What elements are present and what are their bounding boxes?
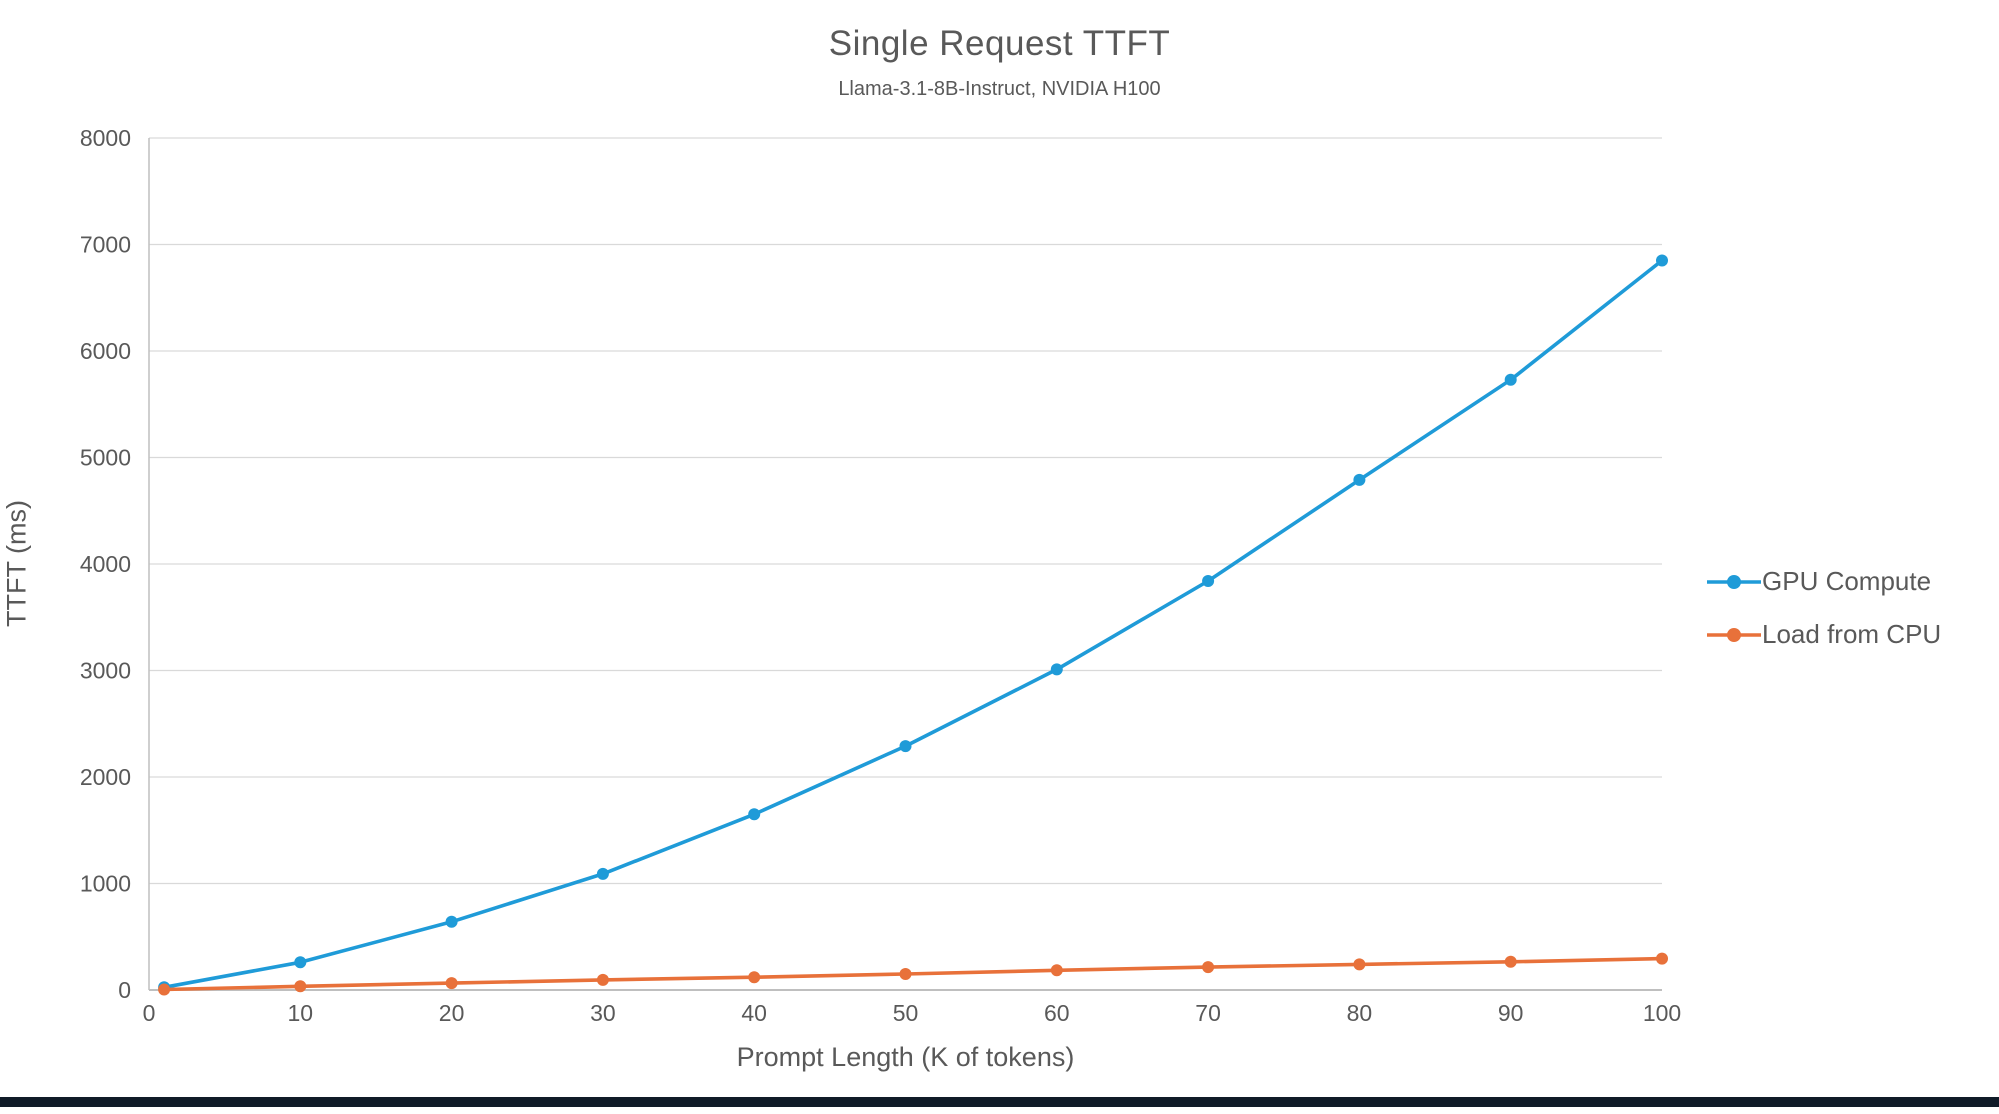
data-point-gpu-compute [1050, 663, 1063, 676]
data-point-load-from-cpu [1656, 952, 1668, 965]
x-tick-label: 80 [1347, 1000, 1373, 1026]
data-point-load-from-cpu [445, 977, 458, 990]
x-tick-label: 30 [590, 1000, 616, 1026]
data-point-load-from-cpu [596, 973, 609, 986]
legend-item-gpu-compute: GPU Compute [1706, 566, 1941, 597]
data-point-gpu-compute [899, 740, 912, 753]
data-point-load-from-cpu [1202, 961, 1215, 974]
data-point-load-from-cpu [899, 968, 912, 980]
chart-subtitle: Llama-3.1-8B-Instruct, NVIDIA H100 [838, 78, 1161, 100]
legend-marker-icon [1707, 574, 1761, 589]
data-point-load-from-cpu [1050, 964, 1063, 977]
x-tick-label: 70 [1195, 1000, 1221, 1026]
data-point-load-from-cpu [1504, 955, 1517, 968]
x-tick-label: 10 [288, 1000, 314, 1026]
legend-marker-icon [1707, 627, 1761, 642]
data-point-load-from-cpu [158, 983, 171, 996]
data-point-load-from-cpu [294, 980, 307, 993]
x-tick-label: 20 [439, 1000, 465, 1026]
y-tick-label: 4000 [80, 551, 131, 577]
x-tick-label: 60 [1044, 1000, 1070, 1026]
x-tick-label: 0 [143, 1000, 156, 1026]
x-tick-label: 50 [893, 1000, 919, 1026]
y-tick-label: 3000 [80, 658, 131, 684]
y-tick-label: 8000 [80, 125, 131, 151]
y-tick-label: 6000 [80, 338, 131, 364]
data-point-load-from-cpu [748, 971, 761, 984]
legend: GPU Compute Load from CPU [1706, 566, 1941, 650]
legend-label: Load from CPU [1762, 619, 1942, 649]
data-point-gpu-compute [596, 867, 609, 880]
y-tick-label: 0 [118, 977, 131, 1003]
legend-label: GPU Compute [1762, 566, 1932, 596]
x-tick-label: 90 [1498, 1000, 1524, 1026]
data-point-gpu-compute [748, 808, 761, 821]
x-axis-title: Prompt Length (K of tokens) [736, 1042, 1075, 1072]
y-tick-label: 7000 [80, 232, 131, 258]
data-point-load-from-cpu [1353, 958, 1366, 971]
data-point-gpu-compute [1202, 575, 1215, 587]
legend-item-load-from-cpu: Load from CPU [1706, 619, 1941, 650]
data-point-gpu-compute [1353, 473, 1366, 486]
x-tick-label: 40 [741, 1000, 767, 1026]
data-point-gpu-compute [1656, 254, 1668, 267]
data-point-gpu-compute [445, 915, 458, 928]
y-tick-label: 5000 [80, 445, 131, 471]
series-line-gpu-compute [162, 258, 1664, 990]
x-tick-label: 100 [1643, 1000, 1681, 1026]
data-point-gpu-compute [294, 956, 307, 969]
window-bottom-edge [0, 1097, 1999, 1107]
y-tick-label: 2000 [80, 764, 131, 790]
y-tick-label: 1000 [80, 871, 131, 897]
y-axis-title: TTFT (ms) [1, 500, 32, 627]
chart-title: Single Request TTFT [828, 24, 1171, 63]
data-point-gpu-compute [1504, 373, 1517, 386]
series-line-load-from-cpu [162, 956, 1664, 992]
